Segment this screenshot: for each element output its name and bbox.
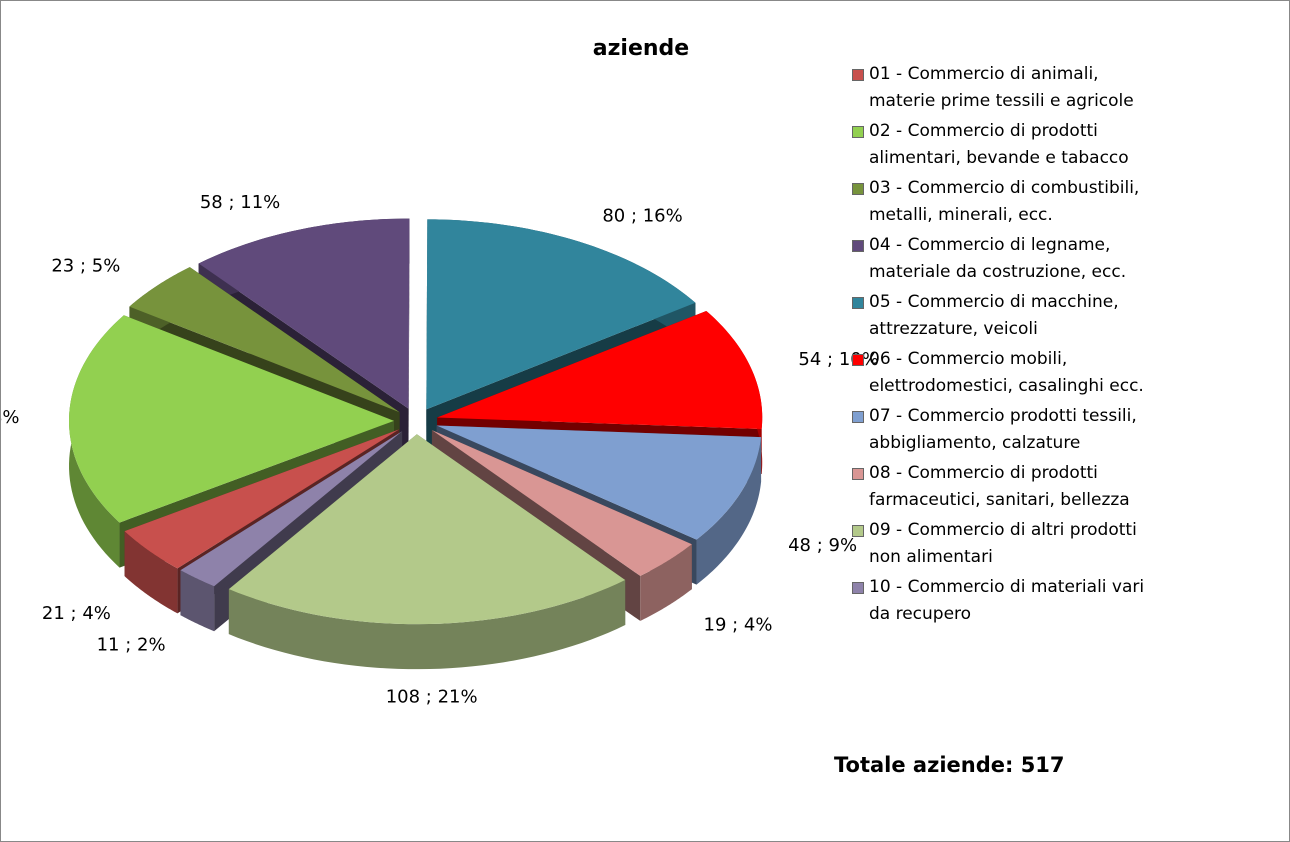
data-label: 58 ; 11% <box>200 192 280 213</box>
legend-swatch <box>852 468 864 480</box>
slice <box>180 431 403 587</box>
legend-swatch <box>852 354 864 366</box>
legend-swatch <box>852 240 864 252</box>
slice <box>69 315 395 523</box>
legend-label: 08 - Commercio di prodotti farmaceutici,… <box>869 463 1130 510</box>
data-label: 23 ; 5% <box>51 256 120 277</box>
slice <box>431 430 692 576</box>
slice <box>426 219 696 410</box>
slice-side <box>696 437 762 585</box>
slice-wall <box>180 431 403 616</box>
annotation: Totale aziende: 517 <box>834 753 1065 777</box>
legend-label: 10 - Commercio di materiali vari da recu… <box>869 577 1145 624</box>
legend-swatch <box>852 183 864 195</box>
slice <box>124 429 400 569</box>
legend-label: 03 - Commercio di combustibili, metalli,… <box>869 178 1140 225</box>
legend-swatch <box>852 69 864 81</box>
data-label: 80 ; 16% <box>602 205 682 226</box>
legend-label: 01 - Commercio di animali, materie prime… <box>869 64 1134 111</box>
slice-group <box>228 434 626 670</box>
legend-label: 04 - Commercio di legname, materiale da … <box>869 235 1127 282</box>
slice <box>228 434 626 625</box>
legend-label: 02 - Commercio di prodotti alimentari, b… <box>869 121 1129 168</box>
legend-label: 07 - Commercio prodotti tessili, abbigli… <box>869 406 1137 453</box>
legend-swatch <box>852 411 864 423</box>
slice-side <box>180 570 215 632</box>
data-label: 108 ; 21% <box>386 687 478 708</box>
slice-side <box>640 544 692 621</box>
data-label: 54 ; 10% <box>798 349 878 370</box>
slice-side <box>228 580 626 670</box>
slice <box>198 218 410 409</box>
data-label: 48 ; 9% <box>788 535 857 556</box>
slice-side <box>124 531 178 614</box>
slice <box>437 310 763 430</box>
slice <box>436 425 762 540</box>
data-label: 11 ; 2% <box>97 635 166 656</box>
slice <box>129 267 400 413</box>
data-label: 95 ; 18% <box>1 407 20 428</box>
data-label: 19 ; 4% <box>704 615 773 636</box>
legend-swatch <box>852 582 864 594</box>
legend-swatch <box>852 525 864 537</box>
legend-swatch <box>852 126 864 138</box>
data-label: 21 ; 4% <box>42 603 111 624</box>
legend-swatch <box>852 297 864 309</box>
slice-wall <box>408 218 410 454</box>
legend-label: 06 - Commercio mobili, elettrodomestici,… <box>869 349 1144 396</box>
legend-label: 05 - Commercio di macchine, attrezzature… <box>869 292 1119 339</box>
chart-title: aziende <box>592 36 690 61</box>
legend-label: 09 - Commercio di altri prodotti non ali… <box>869 520 1137 567</box>
